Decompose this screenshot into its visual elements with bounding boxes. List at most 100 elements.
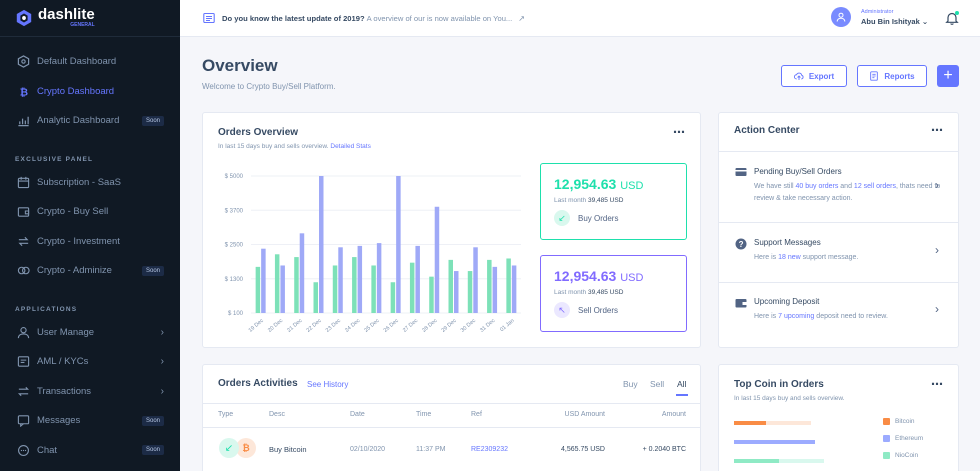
exchange-icon xyxy=(16,234,30,248)
buy-amount: 12,954.63 xyxy=(554,176,617,192)
user-icon xyxy=(836,12,846,22)
legend-ethereum: Ethereum xyxy=(883,435,923,442)
export-button[interactable]: Export xyxy=(781,65,847,87)
chart-bar xyxy=(352,257,357,313)
x-tick-label: 28 Dec xyxy=(421,318,438,334)
more-options-icon[interactable]: ⋯ xyxy=(931,377,943,391)
buy-last-month-label: Last month xyxy=(554,197,587,204)
action-support-messages[interactable]: ? Support Messages Here is 18 new suppor… xyxy=(719,222,959,282)
sidebar-item-transactions[interactable]: Transactions › xyxy=(0,377,180,407)
soon-badge: Soon xyxy=(141,445,164,456)
sidebar-item-crypto-investment[interactable]: Crypto - Investment xyxy=(0,227,180,257)
sidebar-item-crypto-adminize[interactable]: Crypto - Adminize Soon xyxy=(0,256,180,286)
news-icon xyxy=(203,12,215,24)
news-bar[interactable]: Do you know the latest update of 2019? A… xyxy=(203,12,525,24)
sell-orders-box[interactable]: 12,954.63 USD Last month 39,485 USD ↖ Sel… xyxy=(540,255,687,332)
x-tick-label: 20 Dec xyxy=(267,318,284,334)
chart-bar xyxy=(338,247,343,313)
orders-bar-chart: $ 5000 $ 3700 $ 2500 $ 1300 $ 100 19 Dec 20 De… xyxy=(225,174,521,334)
sidebar-item-chat[interactable]: Chat Soon xyxy=(0,436,180,466)
legend-swatch xyxy=(883,418,890,425)
sell-last-month-label: Last month xyxy=(554,289,587,296)
sidebar-item-label: Analytic Dashboard xyxy=(37,115,120,127)
sidebar-item-analytic-dashboard[interactable]: Analytic Dashboard Soon xyxy=(0,106,180,136)
chat-icon xyxy=(16,414,30,428)
tab-all[interactable]: All xyxy=(677,379,687,389)
chart-bar xyxy=(319,176,324,313)
card-title: Action Center xyxy=(734,125,800,136)
upcoming-deposit-link[interactable]: 7 upcoming xyxy=(778,313,815,320)
col-desc: Desc xyxy=(269,411,285,418)
x-tick-label: 24 Dec xyxy=(344,318,361,334)
legend-bitcoin: Bitcoin xyxy=(883,418,915,425)
calendar-icon xyxy=(16,175,30,189)
card-title: Orders Activities xyxy=(218,378,298,389)
sidebar-item-label: Messages xyxy=(37,415,81,427)
x-tick-label: 31 Dec xyxy=(479,318,496,334)
chart-bar xyxy=(487,259,492,313)
transfer-icon xyxy=(16,384,30,398)
row-desc: Buy Bitcoin xyxy=(269,445,307,454)
legend-niocoin: NioCoin xyxy=(883,452,918,459)
x-tick-label: 23 Dec xyxy=(325,318,342,334)
row-date: 02/10/2020 xyxy=(350,446,386,453)
more-options-icon[interactable]: ⋯ xyxy=(931,123,943,137)
detailed-stats-link[interactable]: Detailed Stats xyxy=(330,143,371,150)
desc-text: support message. xyxy=(802,254,859,261)
add-button[interactable]: + xyxy=(937,65,959,87)
sidebar-item-aml-kycs[interactable]: AML / KYCs › xyxy=(0,347,180,377)
x-tick-label: 27 Dec xyxy=(402,318,419,334)
y-tick-label: $ 5000 xyxy=(225,174,244,180)
buy-orders-box[interactable]: 12,954.63 USD Last month 39,485 USD ↙ Buy… xyxy=(540,163,687,240)
x-tick-label: 26 Dec xyxy=(383,318,400,334)
brand-logo[interactable]: dashlite GENERAL xyxy=(0,0,180,37)
user-dropdown[interactable]: Administrator Abu Bin Ishityak ⌄ xyxy=(831,7,928,27)
sidebar-heading-exclusive: EXCLUSIVE PANEL xyxy=(15,155,94,163)
legend-swatch xyxy=(883,435,890,442)
sidebar-item-subscription[interactable]: Subscription - SaaS xyxy=(0,168,180,198)
col-usd-amount: USD Amount xyxy=(564,411,605,418)
action-pending-orders[interactable]: Pending Buy/Sell Orders We have still 40… xyxy=(719,151,959,222)
buy-orders-link[interactable]: 40 buy orders xyxy=(795,183,839,190)
sidebar-item-default-dashboard[interactable]: Default Dashboard xyxy=(0,47,180,77)
soon-badge: Soon xyxy=(141,115,164,126)
sidebar-item-user-manage[interactable]: User Manage › xyxy=(0,318,180,348)
orders-activities-card: Orders Activities See History Buy Sell A… xyxy=(202,364,701,471)
sidebar-item-crypto-buy-sell[interactable]: Crypto - Buy Sell xyxy=(0,197,180,227)
action-desc: We have still 40 buy orders and 12 sell … xyxy=(754,181,954,205)
chevron-right-icon: › xyxy=(935,178,939,192)
top-header: Do you know the latest update of 2019? A… xyxy=(180,0,980,37)
notification-bell[interactable] xyxy=(945,11,959,25)
x-tick-label: 21 Dec xyxy=(286,318,303,334)
chart-bar xyxy=(467,271,473,313)
dashboard-icon xyxy=(16,55,30,69)
niocoin-bar-bg xyxy=(734,459,824,463)
desc-text: Here is xyxy=(754,313,777,320)
arrow-down-left-icon: ↙ xyxy=(554,210,570,226)
col-type: Type xyxy=(218,411,234,418)
see-history-link[interactable]: See History xyxy=(307,380,349,389)
sell-orders-link[interactable]: 12 sell orders xyxy=(853,183,896,190)
chevron-right-icon: › xyxy=(160,326,164,338)
legend-label: Bitcoin xyxy=(895,418,915,425)
y-tick-label: $ 3700 xyxy=(225,208,244,214)
bitcoin-icon: ₿ xyxy=(16,84,30,98)
x-tick-label: 30 Dec xyxy=(460,318,477,334)
legend-label: Ethereum xyxy=(895,435,924,442)
coins-icon xyxy=(16,264,30,278)
tab-buy[interactable]: Buy xyxy=(623,379,638,389)
desc-text: deposit need to review. xyxy=(816,313,888,320)
bell-icon xyxy=(945,12,959,25)
reports-button[interactable]: Reports xyxy=(857,65,927,87)
sidebar-item-messages[interactable]: Messages Soon xyxy=(0,406,180,436)
action-upcoming-deposit[interactable]: Upcoming Deposit Here is 7 upcoming depo… xyxy=(719,282,959,348)
chevron-right-icon: › xyxy=(935,243,939,257)
sidebar-item-label: Default Dashboard xyxy=(37,56,117,68)
sidebar-item-crypto-dashboard[interactable]: ₿ Crypto Dashboard xyxy=(0,77,180,107)
sell-last-month-value: 39,485 USD xyxy=(587,289,624,296)
more-options-icon[interactable]: ⋯ xyxy=(673,125,685,139)
row-ref[interactable]: RE2309232 xyxy=(471,446,508,453)
tab-sell[interactable]: Sell xyxy=(650,379,665,389)
new-messages-link[interactable]: 18 new xyxy=(778,254,801,261)
desc-text: , thats need to review & take necessary … xyxy=(754,183,941,202)
